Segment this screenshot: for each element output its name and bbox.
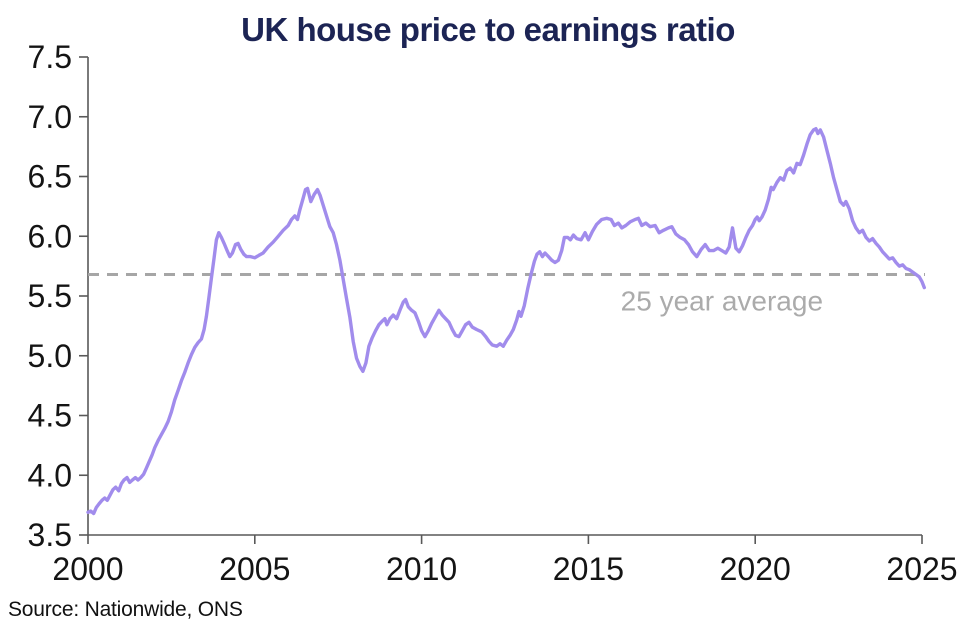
y-tick-label: 6.0 bbox=[28, 218, 72, 254]
x-tick-label: 2025 bbox=[886, 551, 957, 587]
chart-title: UK house price to earnings ratio bbox=[241, 11, 735, 48]
y-tick-label: 5.5 bbox=[28, 278, 72, 314]
x-tick-label: 2000 bbox=[52, 551, 123, 587]
source-note: Source: Nationwide, ONS bbox=[8, 598, 243, 621]
x-tick-label: 2005 bbox=[219, 551, 290, 587]
y-tick-label: 7.0 bbox=[28, 99, 72, 135]
y-tick-label: 5.0 bbox=[28, 338, 72, 374]
y-tick-label: 3.5 bbox=[28, 517, 72, 553]
x-tick-label: 2020 bbox=[720, 551, 791, 587]
average-line-label: 25 year average bbox=[621, 285, 823, 316]
y-tick-label: 4.0 bbox=[28, 457, 72, 493]
y-tick-label: 6.5 bbox=[28, 159, 72, 195]
x-tick-label: 2015 bbox=[553, 551, 624, 587]
x-tick-label: 2010 bbox=[386, 551, 457, 587]
y-tick-label: 7.5 bbox=[28, 39, 72, 75]
y-tick-label: 4.5 bbox=[28, 398, 72, 434]
series-line bbox=[86, 126, 926, 516]
